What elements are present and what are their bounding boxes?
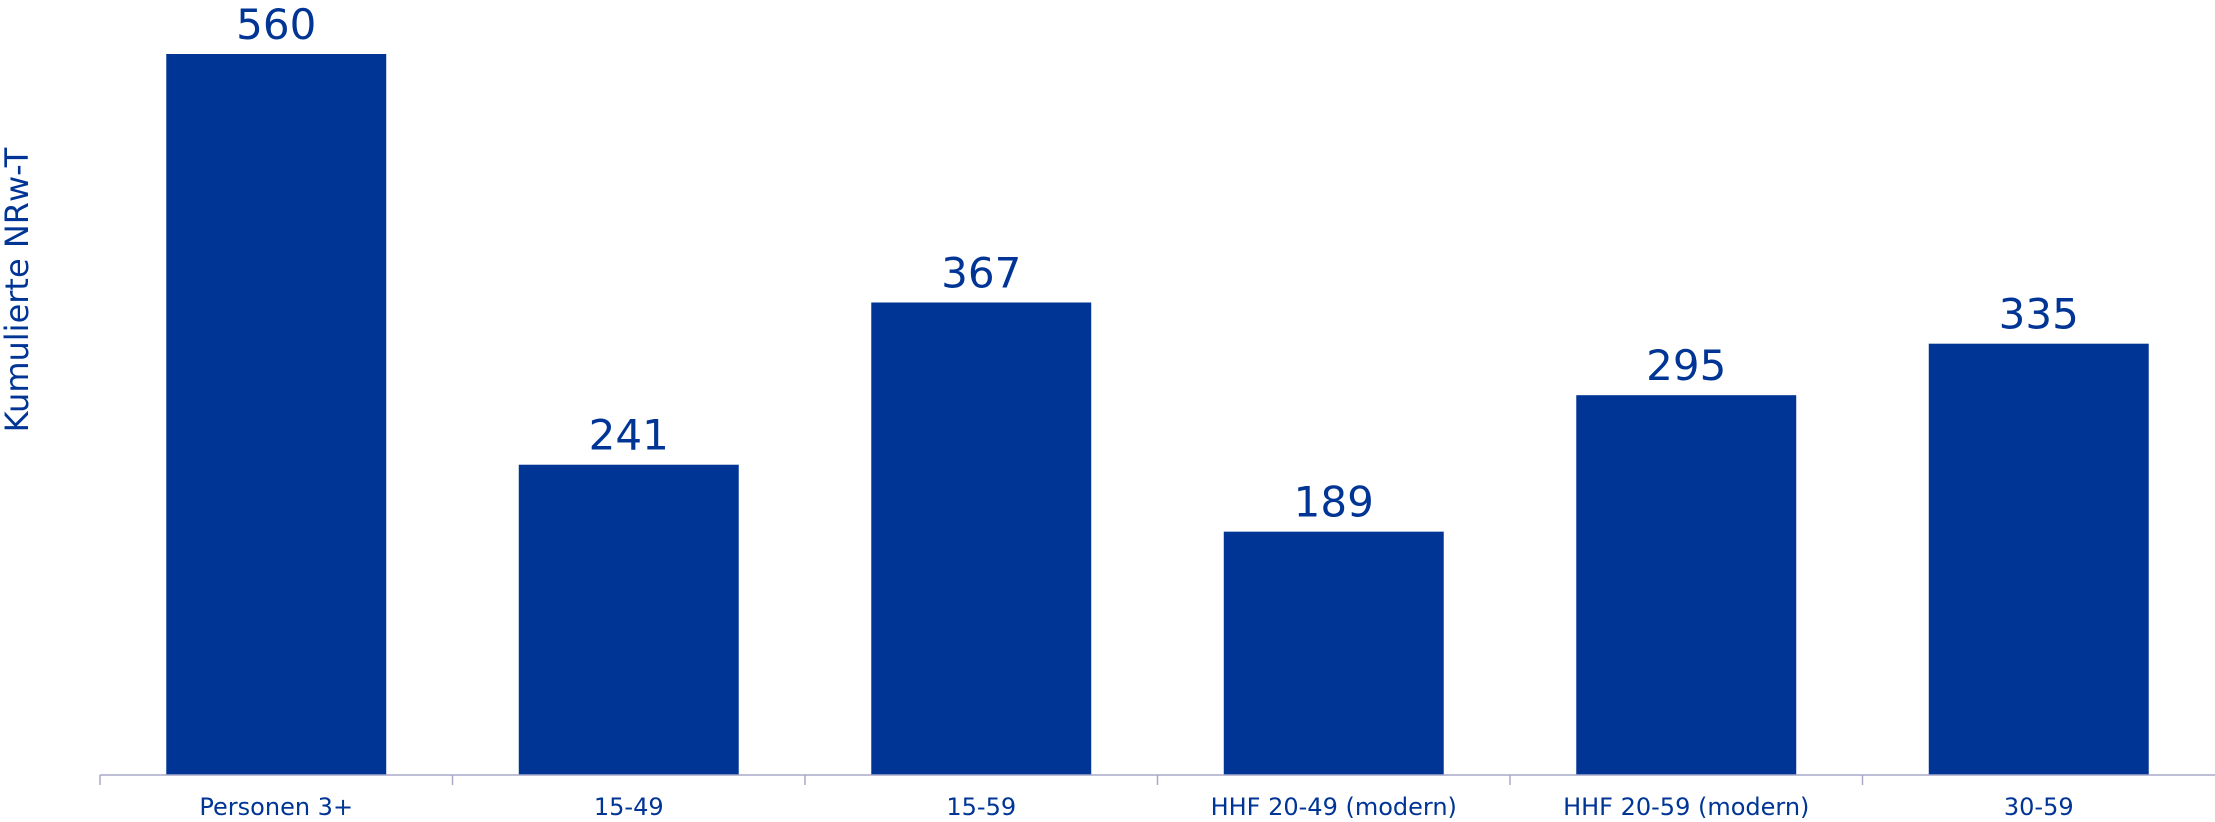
value-label-1: 241 (589, 411, 669, 460)
value-label-3: 189 (1294, 478, 1374, 527)
value-label-0: 560 (236, 0, 316, 49)
value-label-2: 367 (941, 248, 1021, 297)
bar-4 (1576, 395, 1797, 775)
x-tick-label-1: 15-49 (594, 793, 664, 821)
value-label-5: 335 (1999, 290, 2079, 339)
x-tick-label-0: Personen 3+ (199, 793, 353, 821)
bar-3 (1223, 531, 1444, 775)
tick-labels-group: Personen 3+ 15-49 15-59 HHF 20-49 (modern) H… (199, 793, 2073, 821)
bar-0 (166, 54, 387, 775)
bar-5 (1928, 343, 2149, 775)
x-tick-label-2: 15-59 (946, 793, 1016, 821)
x-tick-label-4: HHF 20-59 (modern) (1563, 793, 1809, 821)
value-label-4: 295 (1646, 341, 1726, 390)
x-tick-label-5: 30-59 (2004, 793, 2074, 821)
y-axis-label: Kumulierte NRw-T (0, 147, 36, 432)
value-labels-group: 560 241 367 189 295 335 (236, 0, 2079, 527)
x-tick-label-3: HHF 20-49 (modern) (1211, 793, 1457, 821)
bars-group (166, 54, 2149, 775)
tick-marks-group (99, 775, 1864, 785)
bar-1 (518, 464, 739, 775)
bar-2 (871, 302, 1092, 775)
